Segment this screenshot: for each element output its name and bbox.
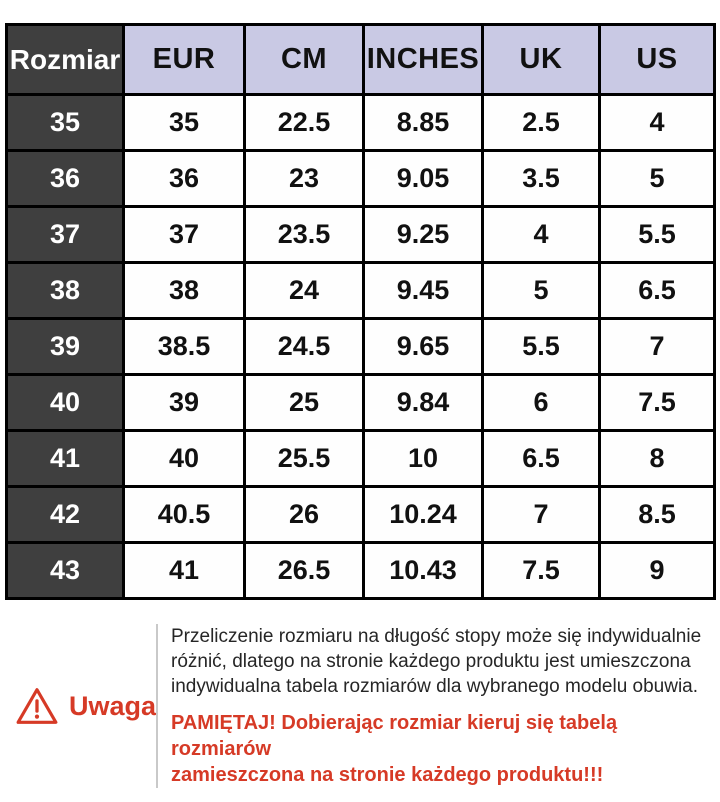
cm-cell: 24 [243,261,365,320]
size-cell: 38 [5,261,125,320]
us-cell: 7 [598,317,716,376]
uk-cell: 2.5 [481,93,601,152]
inches-cell: 9.65 [362,317,484,376]
table-row: 41 40 25.5 10 6.5 8 [5,429,716,488]
inches-cell: 9.25 [362,205,484,264]
info-line: różnić, dlatego na stronie każdego produ… [171,651,691,672]
uwaga-label: Uwaga [68,690,156,721]
size-notice: Uwaga Przeliczenie rozmiaru na długość s… [14,624,708,788]
size-cell: 37 [5,205,125,264]
column-header-eur: EUR [122,23,246,96]
uk-cell: 7 [481,485,601,544]
cm-cell: 26 [243,485,365,544]
info-line: Przeliczenie rozmiaru na długość stopy m… [171,626,702,647]
uk-cell: 5 [481,261,601,320]
us-cell: 4 [598,93,716,152]
remember-warning-paragraph: PAMIĘTAJ! Dobierając rozmiar kieruj się … [171,710,708,788]
size-cell: 42 [5,485,125,544]
uk-cell: 6.5 [481,429,601,488]
table-row: 40 39 25 9.84 6 7.5 [5,373,716,432]
us-cell: 5 [598,149,716,208]
uwaga-badge: Uwaga [14,684,156,728]
inches-cell: 10 [362,429,484,488]
us-cell: 7.5 [598,373,716,432]
table-header-row: Rozmiar EUR CM INCHES UK US [5,23,716,96]
eur-cell: 37 [122,205,246,264]
inches-cell: 9.05 [362,149,484,208]
inches-cell: 9.84 [362,373,484,432]
inches-cell: 9.45 [362,261,484,320]
cm-cell: 22.5 [243,93,365,152]
size-cell: 40 [5,373,125,432]
uk-cell: 4 [481,205,601,264]
warning-triangle-icon [16,688,58,724]
us-cell: 8.5 [598,485,716,544]
table-row: 37 37 23.5 9.25 4 5.5 [5,205,716,264]
table-row: 38 38 24 9.45 5 6.5 [5,261,716,320]
inches-cell: 10.43 [362,541,484,600]
size-cell: 35 [5,93,125,152]
uk-cell: 5.5 [481,317,601,376]
eur-cell: 39 [122,373,246,432]
eur-cell: 40 [122,429,246,488]
table-row: 39 38.5 24.5 9.65 5.5 7 [5,317,716,376]
corner-header-rozmiar: Rozmiar [5,23,125,96]
column-header-cm: CM [243,23,365,96]
us-cell: 8 [598,429,716,488]
uk-cell: 3.5 [481,149,601,208]
cm-cell: 24.5 [243,317,365,376]
table-row: 42 40.5 26 10.24 7 8.5 [5,485,716,544]
cm-cell: 23.5 [243,205,365,264]
shoe-size-table: Rozmiar EUR CM INCHES UK US 35 35 22.5 8… [5,23,716,600]
column-header-inches: INCHES [362,23,484,96]
us-cell: 6.5 [598,261,716,320]
column-header-uk: UK [481,23,601,96]
warning-line: PAMIĘTAJ! Dobierając rozmiar kieruj się … [171,712,618,760]
uk-cell: 7.5 [481,541,601,600]
table-row: 36 36 23 9.05 3.5 5 [5,149,716,208]
notice-divider [156,624,158,788]
table-row: 35 35 22.5 8.85 2.5 4 [5,93,716,152]
eur-cell: 40.5 [122,485,246,544]
notice-text: Przeliczenie rozmiaru na długość stopy m… [158,624,708,788]
warning-line: zamieszczona na stronie każdego produktu… [171,764,604,786]
uk-cell: 6 [481,373,601,432]
eur-cell: 36 [122,149,246,208]
size-cell: 41 [5,429,125,488]
eur-cell: 35 [122,93,246,152]
info-line: indywidualna tabela rozmiarów dla wybran… [171,676,699,697]
size-info-paragraph: Przeliczenie rozmiaru na długość stopy m… [171,624,708,699]
eur-cell: 38.5 [122,317,246,376]
inches-cell: 10.24 [362,485,484,544]
eur-cell: 38 [122,261,246,320]
us-cell: 5.5 [598,205,716,264]
inches-cell: 8.85 [362,93,484,152]
us-cell: 9 [598,541,716,600]
cm-cell: 25.5 [243,429,365,488]
size-cell: 43 [5,541,125,600]
column-header-us: US [598,23,716,96]
eur-cell: 41 [122,541,246,600]
cm-cell: 23 [243,149,365,208]
cm-cell: 25 [243,373,365,432]
cm-cell: 26.5 [243,541,365,600]
size-cell: 39 [5,317,125,376]
table-row: 43 41 26.5 10.43 7.5 9 [5,541,716,600]
size-cell: 36 [5,149,125,208]
